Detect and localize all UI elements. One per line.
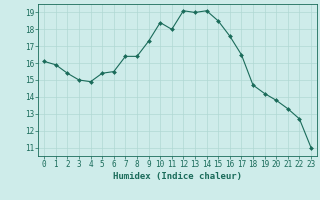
X-axis label: Humidex (Indice chaleur): Humidex (Indice chaleur) [113, 172, 242, 181]
